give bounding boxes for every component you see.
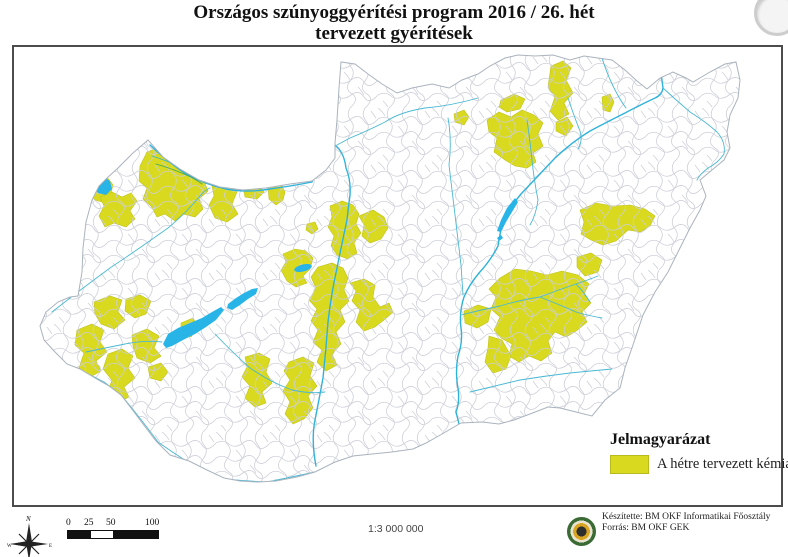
danube-river <box>149 143 351 467</box>
sio-channel <box>214 333 326 394</box>
scale-label-50: 50 <box>106 518 116 528</box>
compass-rose: N W E <box>7 515 52 557</box>
scale-ratio: 1:3 000 000 <box>368 523 424 535</box>
legend: Jelmagyarázat A hétre tervezett kémiai <box>610 431 788 474</box>
bodrog-river <box>599 55 627 109</box>
credit-line-1: Készítette: BM OKF Informatikai Főosztál… <box>602 512 771 522</box>
lake-velence <box>294 263 312 273</box>
koros-river-2 <box>539 296 603 319</box>
map-title-line2: tervezett gyérítések <box>315 23 473 44</box>
legend-item-label: A hétre tervezett kémiai <box>657 456 788 472</box>
scale-segment-black <box>68 531 91 538</box>
zagyva-river <box>447 117 464 296</box>
raba-river <box>51 187 211 313</box>
credit-line-2: Forrás: BM OKF GEK <box>602 522 690 533</box>
scale-label-0: 0 <box>66 518 71 528</box>
legend-item: A hétre tervezett kémiai <box>610 455 788 474</box>
lake-tisza <box>497 198 518 232</box>
compass-star <box>10 523 48 557</box>
tisza-ne-branch <box>662 87 725 181</box>
lake-balaton-main <box>163 307 224 348</box>
map-frame <box>12 45 783 507</box>
scale-segment-black <box>113 531 158 538</box>
sajo-river <box>567 97 582 150</box>
compass-west-label: W <box>7 544 12 549</box>
maros-river <box>469 368 613 393</box>
map-title-line1: Országos szúnyoggyérítési program 2016 /… <box>193 2 595 23</box>
scale-segment-white <box>91 531 113 538</box>
ipoly-river <box>336 97 479 146</box>
braid-channel <box>155 163 203 185</box>
hungary-map-svg <box>39 54 741 483</box>
scale-bar-track <box>67 530 159 539</box>
credits: Készítette: BM OKF Informatikai Főosztál… <box>602 512 770 533</box>
scale-label-25: 25 <box>84 518 94 528</box>
scale-label-100: 100 <box>145 518 160 528</box>
zala-river <box>85 340 163 353</box>
agency-seal <box>567 517 596 546</box>
lake-balaton-ne <box>227 288 258 310</box>
legend-swatch-planned-chemical <box>610 455 649 474</box>
compass-east-label: E <box>49 544 52 549</box>
country-outline <box>39 54 741 483</box>
scale-labels: 0 25 50 100 <box>65 518 185 529</box>
lake-tisza-south <box>497 235 503 241</box>
scale-bar: 0 25 50 100 <box>65 518 185 539</box>
compass-north-label: N <box>25 515 31 523</box>
tarna-river <box>526 119 539 226</box>
legend-title: Jelmagyarázat <box>610 431 711 448</box>
koros-river-3 <box>575 283 591 303</box>
map-title: Országos szúnyoggyérítési program 2016 /… <box>0 2 788 44</box>
